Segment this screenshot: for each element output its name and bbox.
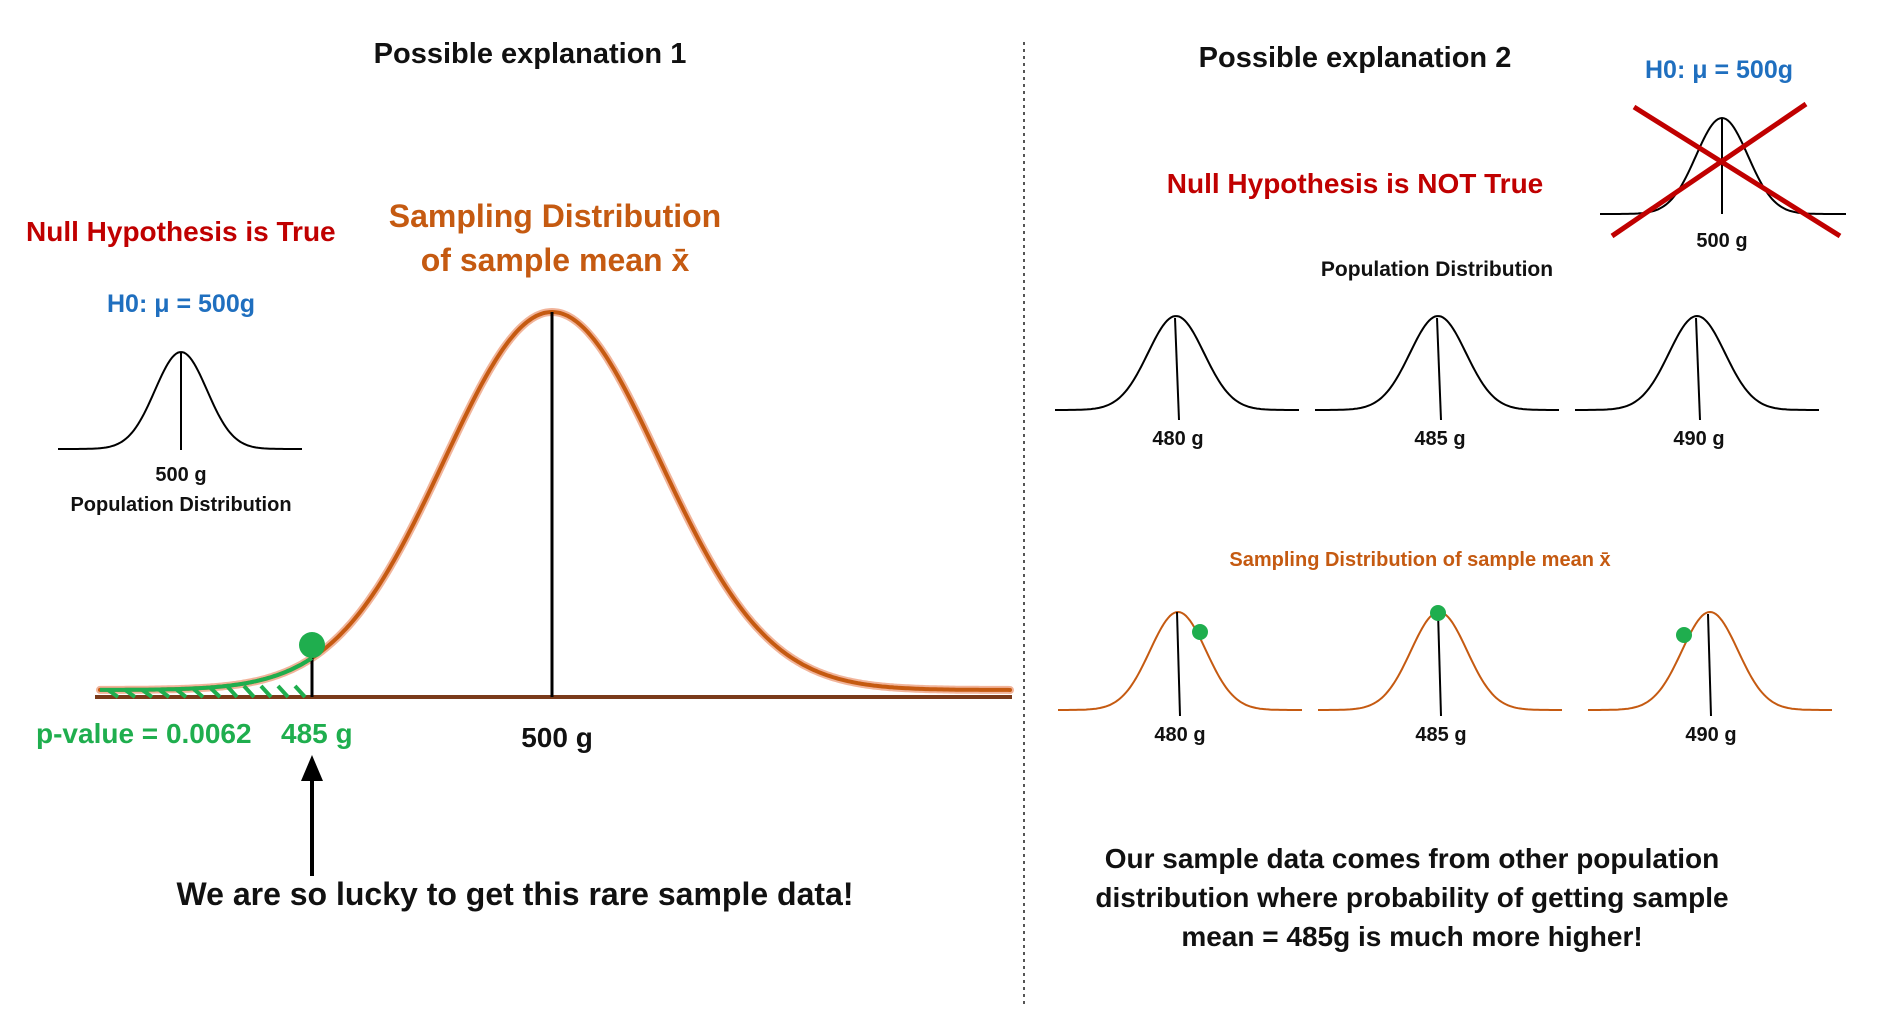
sample-point-490	[1676, 627, 1692, 643]
hatch-mark	[242, 684, 256, 699]
conclusion-line3: mean = 485g is much more higher!	[1181, 921, 1643, 952]
alt-population-curves	[1055, 314, 1819, 421]
sample-point-485	[1430, 605, 1446, 621]
hatch-mark	[259, 684, 273, 699]
samp-mean-485: 485 g	[1415, 724, 1467, 746]
p-value-shaded-tail	[100, 656, 314, 699]
conclusion-line2: distribution where probability of gettin…	[1095, 882, 1729, 913]
samp-mean-480: 480 g	[1154, 724, 1206, 746]
lucky-caption: We are so lucky to get this rare sample …	[176, 876, 854, 912]
left-title: Possible explanation 1	[373, 38, 687, 70]
up-arrow	[301, 755, 323, 876]
p-value-label: p-value = 0.0062	[36, 718, 252, 749]
hatch-mark	[293, 684, 307, 699]
pop-mean-485: 485 g	[1414, 428, 1466, 450]
left-pop-label: Population Distribution	[70, 494, 292, 516]
observed-mean-label: 485 g	[281, 718, 353, 749]
left-h0-label: H0: μ = 500g	[107, 290, 255, 318]
null-true-label: Null Hypothesis is True	[26, 216, 336, 247]
hatch-mark	[276, 684, 290, 699]
observed-sample-point	[299, 632, 325, 658]
samp-mean-490: 490 g	[1685, 724, 1737, 746]
conclusion-line1: Our sample data comes from other populat…	[1104, 843, 1720, 874]
right-h0-label: H0: μ = 500g	[1645, 56, 1793, 84]
alt-sampling-curves	[1058, 605, 1832, 717]
sampling-title-line2: of sample mean x̄	[420, 242, 690, 278]
pop-mean-490: 490 g	[1673, 428, 1725, 450]
right-sampling-label: Sampling Distribution of sample mean x̄	[1229, 549, 1611, 571]
crossed-mean-label: 500 g	[1696, 230, 1748, 252]
pop-mean-480: 480 g	[1152, 428, 1204, 450]
sample-point-480	[1192, 624, 1208, 640]
left-pop-mean-label: 500 g	[155, 464, 207, 486]
right-pop-label: Population Distribution	[1320, 258, 1554, 281]
left-population-curve	[58, 351, 302, 450]
crossed-null-curve	[1600, 116, 1846, 215]
sampling-title-line1: Sampling Distribution	[388, 198, 722, 234]
tail-outline	[100, 656, 314, 692]
null-not-true-label: Null Hypothesis is NOT True	[1166, 168, 1544, 199]
right-title: Possible explanation 2	[1198, 42, 1512, 74]
hatch-mark	[225, 684, 239, 699]
sample-mean-label: 500 g	[521, 722, 593, 753]
red-cross-icon	[1610, 101, 1842, 239]
